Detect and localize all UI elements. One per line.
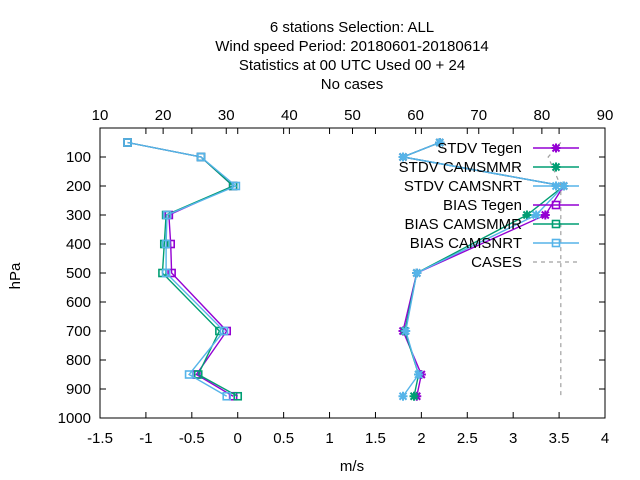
data-point — [409, 391, 419, 401]
data-point — [193, 370, 203, 379]
data-point — [531, 210, 541, 220]
data-point — [196, 152, 206, 162]
y-tick-label: 200 — [66, 178, 91, 195]
legend-label: CASES — [471, 254, 522, 271]
x-tick-label: 2 — [417, 430, 425, 447]
x-tick-label: 4 — [601, 430, 609, 447]
legend-label: STDV CAMSNRT — [404, 178, 522, 195]
legend-marker — [551, 143, 561, 153]
y-tick-label: 100 — [66, 149, 91, 166]
x-tick-label: -0.5 — [179, 430, 205, 447]
data-point — [161, 268, 171, 278]
series-line — [127, 141, 239, 397]
series-bias-tegen — [123, 138, 238, 401]
legend-label: BIAS CAMSMMR — [404, 216, 522, 233]
title-line: 6 stations Selection: ALL — [270, 19, 434, 36]
y-tick-label: 800 — [66, 352, 91, 369]
data-point — [398, 152, 408, 162]
title-line: Statistics at 00 UTC Used 00 + 24 — [239, 57, 465, 74]
y-tick-label: 600 — [66, 294, 91, 311]
x-tick-label: 3 — [509, 430, 517, 447]
x-tick-label: 0 — [234, 430, 242, 447]
y-tick-label: 400 — [66, 236, 91, 253]
legend-marker — [551, 162, 561, 172]
y-tick-label: 500 — [66, 265, 91, 282]
y-tick-label: 1000 — [58, 410, 91, 427]
legend-marker — [551, 181, 561, 191]
x2-tick-label: 80 — [534, 107, 551, 124]
series-cases — [547, 142, 562, 397]
data-point — [231, 181, 241, 191]
series-line — [127, 141, 235, 397]
x-tick-label: 3.5 — [549, 430, 570, 447]
title-line: Wind speed Period: 20180601-20180614 — [215, 38, 489, 55]
series-line — [127, 141, 238, 397]
x2-tick-label: 60 — [407, 107, 424, 124]
data-point — [219, 326, 229, 336]
title-line: No cases — [321, 76, 384, 93]
legend-label: STDV CAMSMMR — [399, 159, 523, 176]
data-point — [123, 138, 132, 147]
data-point — [398, 391, 408, 401]
x-tick-label: -1.5 — [87, 430, 113, 447]
series-layer — [123, 138, 569, 401]
data-point — [414, 370, 424, 379]
axis-ticks: -1.5 -1 -0.5 0 0.5 1 1.5 2 2.5 3 3.5 4 10 20 30 40 50 60 7… — [58, 107, 614, 447]
data-point — [222, 391, 232, 401]
x2-tick-label: 20 — [155, 107, 172, 124]
data-point — [522, 210, 532, 220]
legend-marker — [551, 238, 561, 248]
legend-label: BIAS CAMSNRT — [410, 235, 522, 252]
data-point — [184, 370, 194, 379]
legend: STDV Tegen STDV CAMSMMR STDV CAMSNRT BIAS T… — [399, 140, 579, 271]
x2-tick-label: 30 — [218, 107, 235, 124]
series-bias-camsmmr — [123, 138, 243, 401]
x2-tick-label: 70 — [470, 107, 487, 124]
data-point — [412, 268, 422, 278]
x-tick-label: 1.5 — [365, 430, 386, 447]
y-tick-label: 700 — [66, 323, 91, 340]
x2-tick-label: 50 — [344, 107, 361, 124]
y-tick-label: 900 — [66, 381, 91, 398]
legend-marker — [551, 200, 561, 210]
x-axis-label: m/s — [340, 458, 364, 475]
series-bias-camsnrt — [123, 138, 241, 401]
y-tick-label: 300 — [66, 207, 91, 224]
data-point — [540, 210, 550, 220]
data-point — [167, 268, 176, 278]
x2-tick-label: 10 — [92, 107, 109, 124]
y-axis-label: hPa — [7, 262, 24, 289]
x-tick-label: -1 — [139, 430, 152, 447]
data-point — [435, 138, 445, 147]
data-point — [162, 210, 172, 220]
data-point — [161, 239, 171, 249]
x-tick-label: 0.5 — [273, 430, 294, 447]
series-stdv-camsnrt — [398, 138, 569, 401]
data-point — [233, 391, 243, 401]
x2-tick-label: 90 — [597, 107, 614, 124]
data-point — [401, 326, 411, 336]
series-line — [400, 141, 566, 397]
x-tick-label: 2.5 — [457, 430, 478, 447]
legend-label: BIAS Tegen — [443, 197, 522, 214]
legend-marker — [551, 219, 561, 229]
legend-label: STDV Tegen — [437, 140, 522, 157]
data-point — [215, 326, 224, 336]
series-line — [547, 142, 562, 397]
chart-title: 6 stations Selection: ALL Wind speed Peri… — [215, 19, 489, 93]
x-tick-label: 1 — [325, 430, 333, 447]
x2-tick-label: 40 — [281, 107, 298, 124]
